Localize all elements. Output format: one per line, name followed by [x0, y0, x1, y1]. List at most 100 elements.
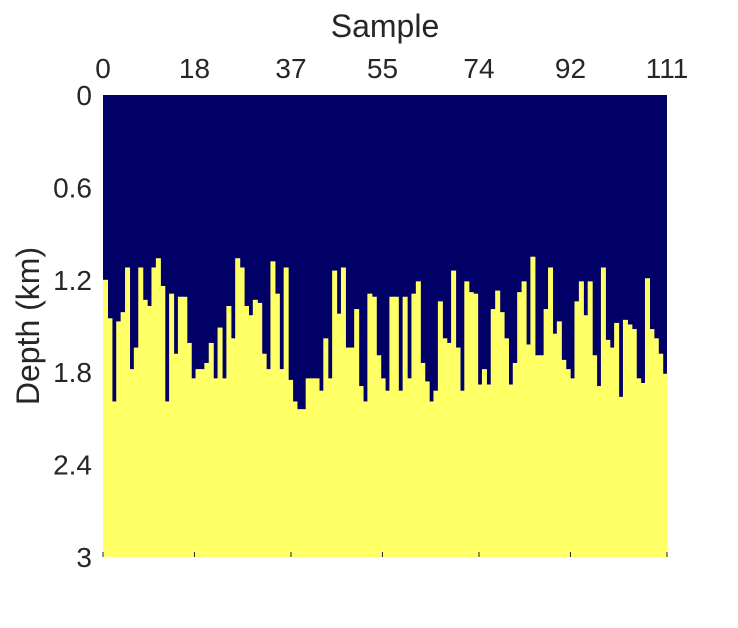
lower-layer-column [622, 319, 628, 557]
x-tick-label: 92 [555, 53, 586, 84]
lower-layer-column [490, 309, 496, 557]
x-tick-label: 111 [646, 53, 689, 84]
lower-layer-column [213, 378, 219, 557]
lower-layer-column [442, 338, 448, 557]
lower-layer-column [583, 315, 589, 557]
lower-layer-column [526, 344, 532, 557]
lower-layer-column [318, 390, 324, 557]
lower-layer-column [530, 256, 536, 557]
lower-layer-column [138, 267, 144, 557]
lower-layer-column [125, 267, 131, 557]
lower-layer-column [552, 333, 558, 557]
lower-layer-column [160, 285, 166, 557]
lower-layer-column [301, 409, 307, 557]
lower-layer-column [292, 401, 298, 557]
lower-layer-column [230, 338, 236, 557]
lower-layer-column [244, 305, 250, 557]
x-axis-label: Sample [331, 8, 440, 44]
lower-layer-column [283, 267, 289, 557]
lower-layer-column [204, 362, 210, 557]
lower-layer-column [477, 384, 483, 557]
x-tick-label: 18 [179, 53, 210, 84]
lower-layer-column [503, 338, 509, 557]
lower-layer-column [627, 324, 633, 557]
lower-layer-column [415, 281, 421, 557]
lower-layer-column [495, 290, 501, 557]
lower-layer-column [314, 378, 320, 557]
lower-layer-column [107, 318, 113, 557]
lower-layer-column [468, 292, 474, 557]
y-tick-label: 1.2 [53, 265, 92, 296]
lower-layer-column [155, 258, 161, 557]
plot-area [103, 95, 668, 557]
lower-layer-column [429, 401, 435, 557]
lower-layer-column [257, 302, 263, 557]
lower-layer-column [288, 379, 294, 557]
lower-layer-column [142, 299, 148, 557]
lower-layer-column [570, 378, 576, 557]
lower-layer-column [512, 362, 518, 557]
lower-layer-column [169, 293, 175, 557]
lower-layer-column [398, 390, 404, 557]
lower-layer-column [305, 378, 311, 557]
lower-layer-column [362, 401, 368, 557]
lower-layer-column [437, 301, 443, 557]
lower-layer-column [385, 390, 391, 557]
lower-layer-column [274, 293, 280, 557]
lower-layer-column [662, 373, 668, 557]
lower-layer-column [367, 293, 373, 557]
lower-layer-column [261, 353, 267, 557]
lower-layer-column [574, 301, 580, 557]
lower-layer-column [578, 281, 584, 557]
lower-layer-column [354, 309, 360, 557]
lower-layer-column [543, 309, 549, 557]
lower-layer-column [420, 362, 426, 557]
lower-layer-column [221, 378, 227, 557]
lower-layer-column [424, 381, 430, 557]
lower-layer-column [177, 296, 183, 557]
lower-layer-column [296, 409, 302, 557]
lower-layer-column [649, 329, 655, 557]
lower-layer-column [508, 384, 514, 557]
lower-layer-column [499, 312, 505, 557]
lower-layer-column [433, 390, 439, 557]
lower-layer-column [609, 347, 615, 557]
lower-layer-column [116, 321, 122, 557]
lower-layer-column [600, 267, 606, 557]
x-axis: 0 18 37 55 74 92 111 [95, 53, 688, 557]
lower-layer-column [486, 384, 492, 557]
lower-layer-column [481, 369, 487, 557]
lower-layer-column [186, 342, 192, 557]
y-tick-label: 1.8 [53, 357, 92, 388]
lower-layer-column [389, 296, 395, 557]
lower-layer-column [358, 386, 364, 557]
lower-layer-column [618, 396, 624, 557]
lower-layer-column [173, 353, 179, 557]
lower-layer-column [446, 342, 452, 557]
lower-layer-column [270, 261, 276, 557]
lower-layer-column [332, 270, 338, 557]
lower-layer-column [393, 296, 399, 557]
lower-layer-column [473, 293, 479, 557]
lower-layer-column [464, 281, 470, 557]
lower-layer-column [129, 369, 135, 557]
lower-layer-column [459, 390, 465, 557]
lower-layer-column [345, 347, 351, 557]
lower-layer-column [340, 267, 346, 557]
lower-layer-column [151, 267, 157, 557]
lower-layer-column [587, 281, 593, 557]
lower-layer-column [539, 355, 545, 557]
lower-layer-column [455, 347, 461, 557]
lower-layer-column [411, 293, 417, 557]
lower-layer-column [653, 338, 659, 557]
lower-layer-column [376, 355, 382, 557]
lower-layer-column [658, 353, 664, 557]
lower-layer-column [191, 378, 197, 557]
y-axis-label: Depth (km) [10, 247, 46, 405]
lower-layer-column [517, 292, 523, 557]
y-axis: 0 0.6 1.2 1.8 2.4 3 [53, 80, 92, 573]
lower-layer-column [248, 315, 254, 557]
lower-layer-column [327, 378, 333, 557]
lower-layer-column [164, 401, 170, 557]
lower-layer-column [592, 355, 598, 557]
